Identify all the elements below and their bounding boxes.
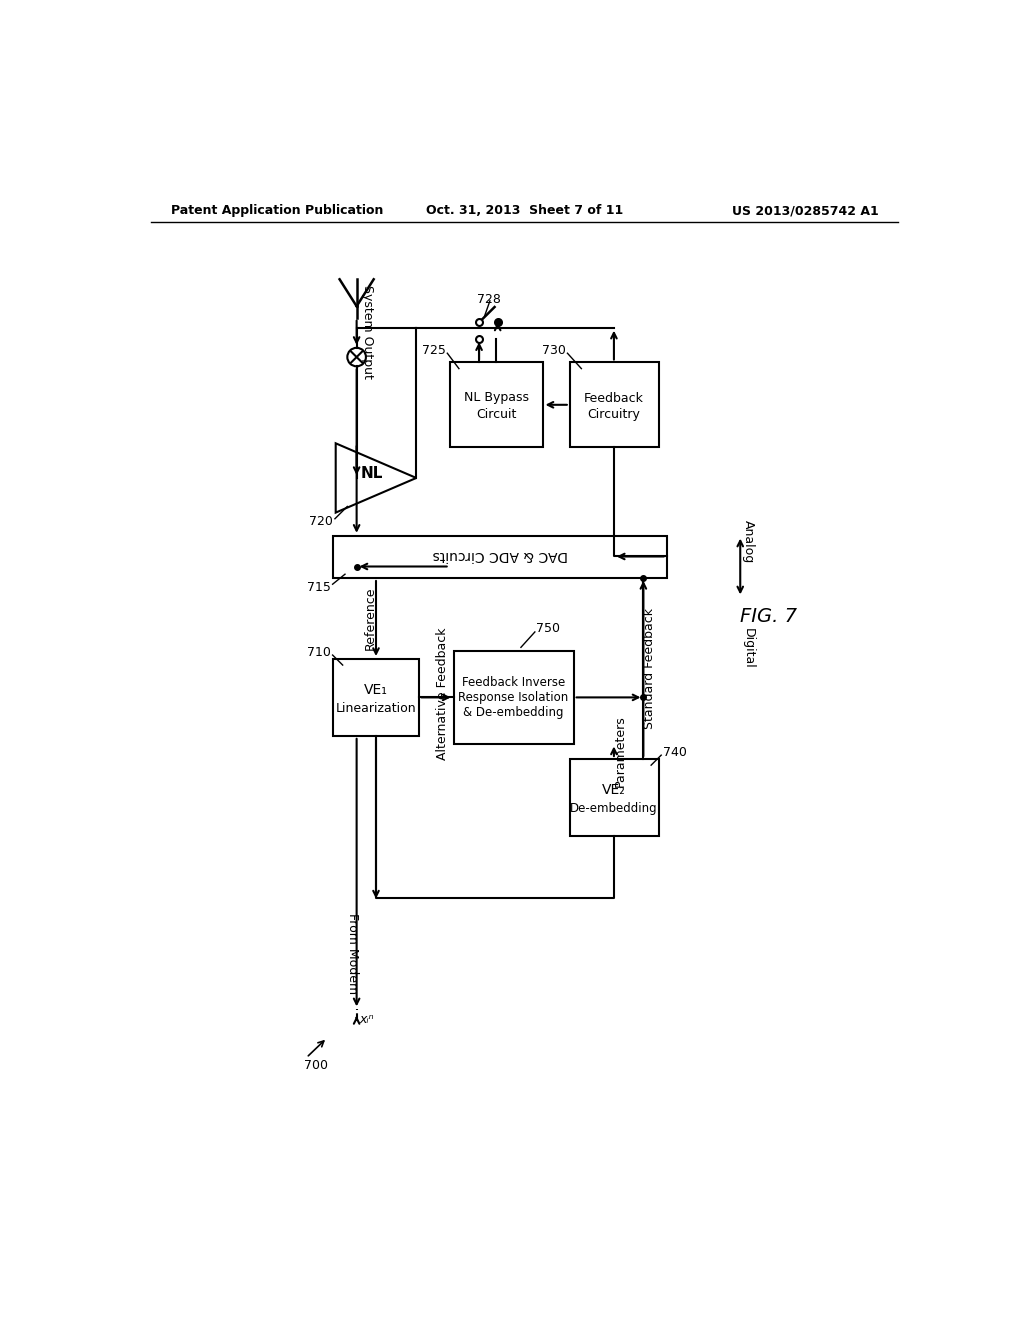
Text: US 2013/0285742 A1: US 2013/0285742 A1	[732, 205, 879, 218]
Text: VE₂: VE₂	[602, 783, 626, 797]
Text: Digital: Digital	[741, 628, 755, 669]
Text: xᵢⁿ: xᵢⁿ	[359, 1014, 374, 1026]
Text: 710: 710	[307, 647, 331, 659]
Bar	[450, 363, 543, 447]
Text: & De-embedding: & De-embedding	[463, 706, 563, 719]
Text: Patent Application Publication: Patent Application Publication	[171, 205, 383, 218]
Text: Circuit: Circuit	[476, 408, 516, 421]
Text: 730: 730	[542, 345, 566, 358]
Bar	[569, 759, 658, 836]
Text: Circuitry: Circuitry	[588, 408, 640, 421]
Text: Oct. 31, 2013  Sheet 7 of 11: Oct. 31, 2013 Sheet 7 of 11	[426, 205, 624, 218]
Bar	[454, 651, 573, 743]
Text: NL: NL	[360, 466, 383, 480]
Text: 715: 715	[307, 581, 331, 594]
Text: Alternative Feedback: Alternative Feedback	[435, 627, 449, 760]
Text: VE₁: VE₁	[365, 682, 388, 697]
Text: Parameters: Parameters	[613, 715, 627, 787]
Text: 720: 720	[309, 515, 334, 528]
Text: 740: 740	[663, 746, 687, 759]
Text: Reference: Reference	[364, 586, 376, 649]
Text: DAC & ADC Circuits: DAC & ADC Circuits	[432, 548, 567, 562]
Bar	[334, 659, 419, 737]
Text: NL Bypass: NL Bypass	[464, 391, 528, 404]
Text: FIG. 7: FIG. 7	[740, 607, 798, 626]
Text: Feedback Inverse: Feedback Inverse	[462, 676, 565, 689]
Text: De-embedding: De-embedding	[570, 801, 657, 814]
Text: Standard Feedback: Standard Feedback	[643, 607, 656, 729]
Text: Analog: Analog	[741, 520, 755, 564]
Bar	[334, 536, 667, 578]
Text: From Modem: From Modem	[346, 912, 359, 994]
Text: 750: 750	[537, 622, 560, 635]
Text: 725: 725	[422, 345, 445, 358]
Text: Linearization: Linearization	[336, 702, 417, 714]
Text: System Output: System Output	[360, 285, 374, 379]
Text: Feedback: Feedback	[584, 392, 644, 405]
Bar	[569, 363, 658, 447]
Text: Response Isolation: Response Isolation	[458, 690, 568, 704]
Text: 728: 728	[477, 293, 501, 306]
Text: 700: 700	[304, 1059, 328, 1072]
